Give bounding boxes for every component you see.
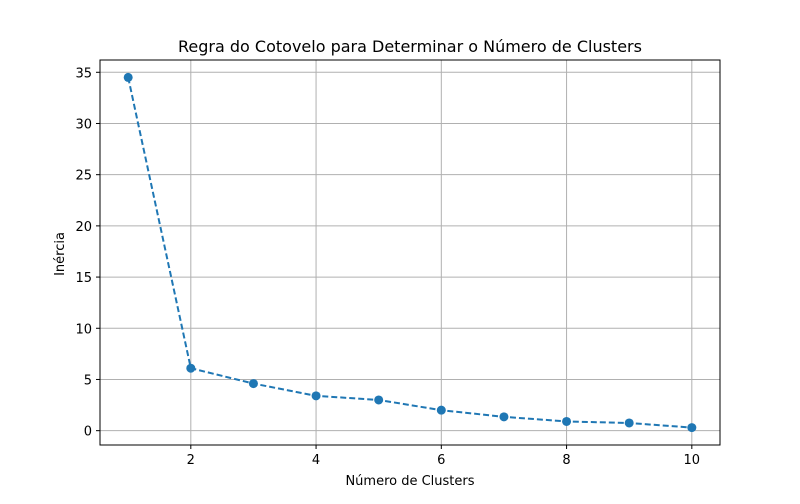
- data-point: [624, 418, 634, 428]
- x-tick-label: 8: [562, 453, 570, 468]
- data-point: [186, 363, 196, 373]
- data-point: [499, 412, 509, 422]
- x-axis-label: Número de Clusters: [345, 474, 474, 489]
- y-tick-label: 25: [75, 169, 92, 184]
- y-tick-label: 5: [84, 373, 92, 388]
- data-point: [562, 416, 572, 426]
- chart-title: Regra do Cotovelo para Determinar o Núme…: [178, 37, 642, 56]
- y-tick-label: 20: [75, 220, 92, 235]
- series-line: [127, 77, 692, 429]
- x-tick-label: 4: [312, 453, 320, 468]
- y-tick-label: 0: [84, 425, 92, 440]
- x-tick-label: 2: [187, 453, 195, 468]
- data-point: [687, 423, 697, 433]
- y-axis-ticks: 0 5 10 15 20 25 30 35: [75, 66, 100, 440]
- y-tick-label: 10: [75, 322, 92, 337]
- data-point: [311, 391, 321, 401]
- y-tick-label: 15: [75, 271, 92, 286]
- y-tick-label: 30: [75, 117, 92, 132]
- data-point: [436, 405, 446, 415]
- x-tick-label: 6: [437, 453, 445, 468]
- data-point: [374, 395, 384, 405]
- series-group: [123, 72, 697, 433]
- data-point: [248, 379, 258, 389]
- plot-area-frame: [99, 59, 721, 446]
- x-tick-label: 10: [684, 453, 701, 468]
- grid: [100, 60, 720, 445]
- y-axis-label: Inércia: [53, 232, 68, 276]
- y-tick-label: 35: [75, 66, 92, 81]
- data-point: [123, 72, 133, 82]
- x-axis-ticks: 2 4 6 8 10: [187, 445, 700, 468]
